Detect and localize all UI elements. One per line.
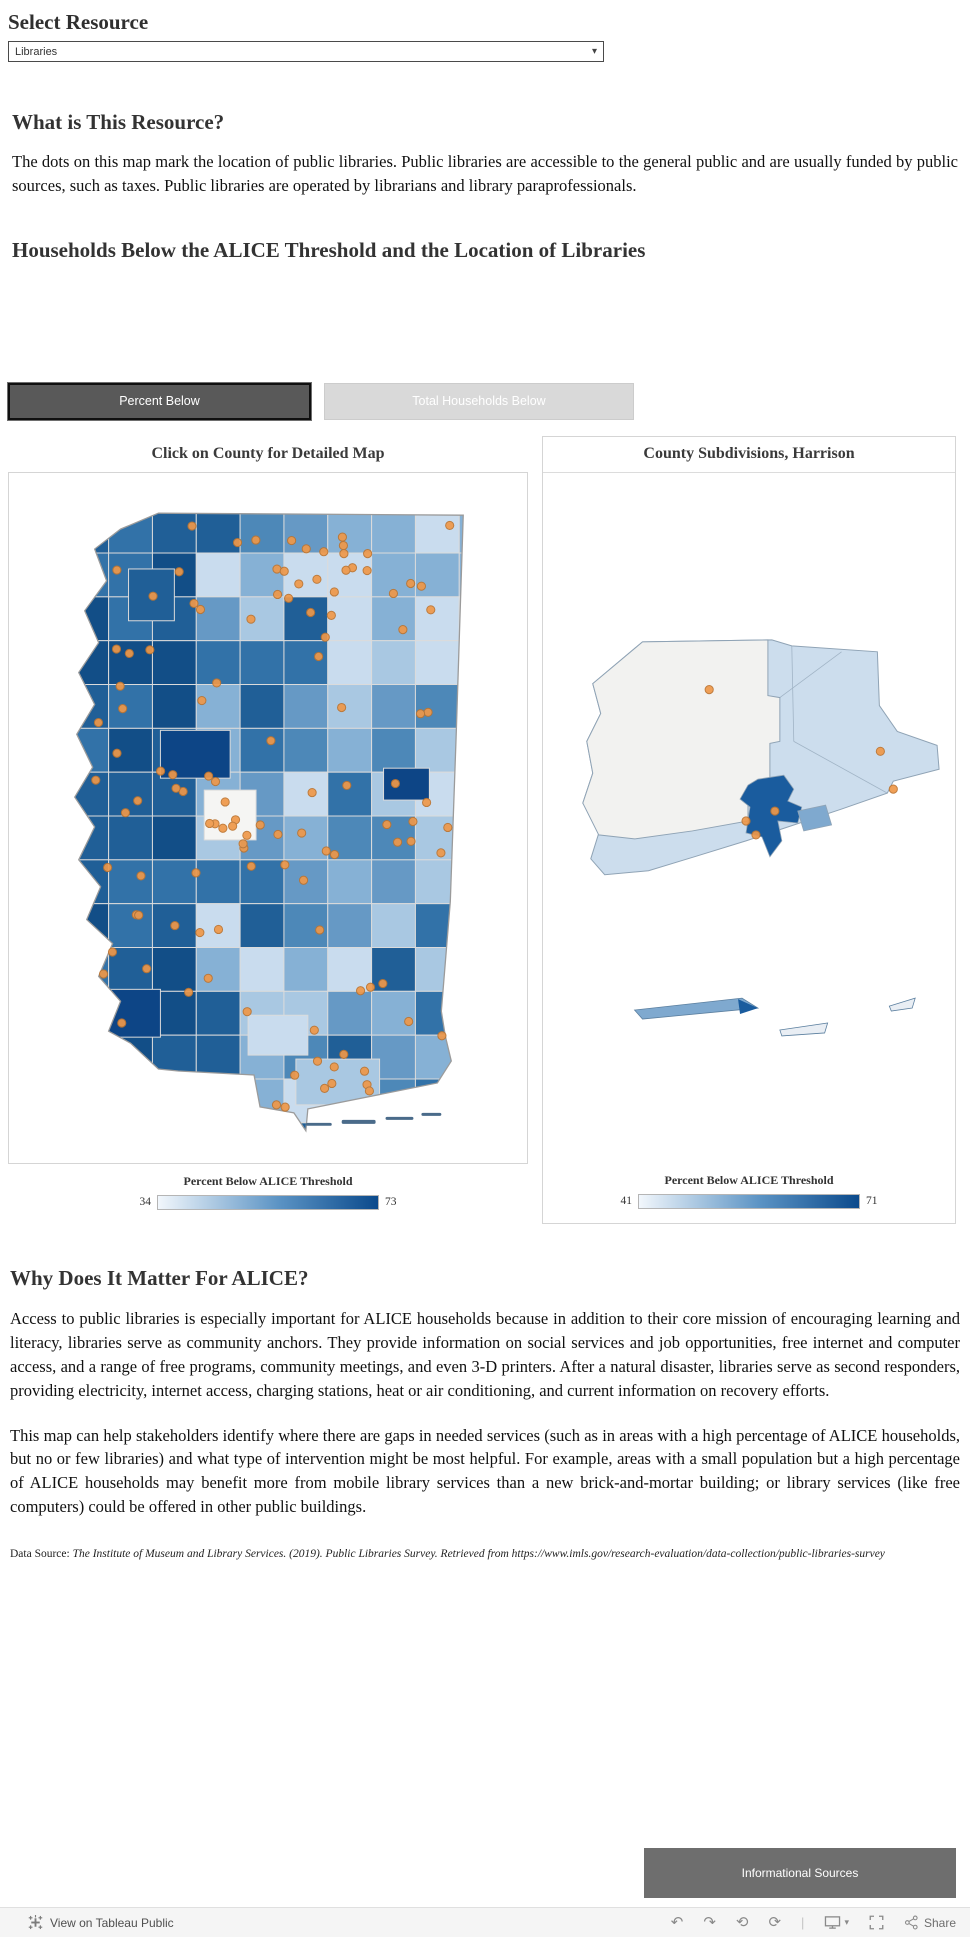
data-source-citation: Data Source: The Institute of Museum and… xyxy=(10,1546,958,1562)
share-icon xyxy=(904,1915,918,1930)
state-map-panel: Click on County for Detailed Map Percent… xyxy=(8,436,528,1210)
legend-title: Percent Below ALICE Threshold xyxy=(664,1172,834,1187)
total-households-button[interactable]: Total Households Below xyxy=(324,382,634,420)
why-paragraph-1: Access to public libraries is especially… xyxy=(10,1308,960,1400)
percent-below-button[interactable]: Percent Below xyxy=(7,381,312,421)
data-source-prefix: Data Source: xyxy=(10,1548,73,1561)
redo-icon[interactable]: ↷ xyxy=(703,1913,716,1931)
what-is-body: The dots on this map mark the location o… xyxy=(12,152,958,195)
subdivision-map-title: County Subdivisions, Harrison xyxy=(543,437,955,473)
fullscreen-icon xyxy=(869,1915,884,1930)
chevron-down-icon: ▾ xyxy=(844,1917,849,1928)
why-matter-heading: Why Does It Matter For ALICE? xyxy=(10,1265,309,1290)
legend-gradient-bar xyxy=(157,1194,379,1210)
what-is-heading: What is This Resource? xyxy=(12,110,225,134)
state-map-title: Click on County for Detailed Map xyxy=(151,444,385,462)
share-button[interactable]: Share xyxy=(904,1915,956,1930)
county-subdivision-panel: County Subdivisions, Harrison Percent Be… xyxy=(542,435,956,1224)
tableau-toolbar: View on Tableau Public ↶ ↷ ⟲ ⟳ | ▾ xyxy=(0,1907,970,1937)
toolbar-actions: ↶ ↷ ⟲ ⟳ | ▾ xyxy=(670,1913,956,1931)
revert-icon[interactable]: ⟲ xyxy=(735,1913,749,1931)
share-label: Share xyxy=(923,1915,956,1930)
subdivision-map-legend: Percent Below ALICE Threshold 41 71 xyxy=(543,1173,955,1223)
legend-title: Percent Below ALICE Threshold xyxy=(183,1173,353,1188)
map-section-heading: Households Below the ALICE Threshold and… xyxy=(12,237,646,262)
mississippi-map-svg[interactable] xyxy=(9,473,527,1163)
view-on-tableau-label: View on Tableau Public xyxy=(50,1915,174,1930)
harrison-map-svg[interactable] xyxy=(543,473,955,1163)
device-monitor-icon xyxy=(825,1916,841,1929)
tableau-logo-icon xyxy=(28,1915,43,1930)
legend-max: 73 xyxy=(385,1196,397,1209)
data-source-text: The Institute of Museum and Library Serv… xyxy=(72,1548,885,1561)
view-on-tableau-link[interactable]: View on Tableau Public xyxy=(28,1915,174,1930)
map-toggle-group: Percent Below Total Households Below xyxy=(7,381,970,421)
state-map-legend: Percent Below ALICE Threshold 34 73 xyxy=(8,1174,528,1210)
refresh-icon[interactable]: ⟳ xyxy=(768,1913,782,1931)
legend-gradient-bar xyxy=(638,1193,860,1209)
harrison-subdivision-map[interactable] xyxy=(543,473,955,1163)
legend-max: 71 xyxy=(866,1195,878,1208)
mississippi-choropleth-map[interactable] xyxy=(8,471,528,1164)
resource-dropdown[interactable]: Libraries ▾ xyxy=(8,41,604,62)
chevron-down-icon: ▾ xyxy=(591,46,597,57)
legend-min: 34 xyxy=(139,1196,152,1209)
device-layouts-button[interactable]: ▾ xyxy=(824,1915,849,1930)
legend-min: 41 xyxy=(620,1195,633,1208)
select-resource-heading: Select Resource xyxy=(8,10,149,34)
fullscreen-button[interactable] xyxy=(869,1915,884,1930)
toolbar-separator: | xyxy=(801,1915,805,1930)
maps-row: Click on County for Detailed Map Percent… xyxy=(8,435,970,1224)
resource-dropdown-value: Libraries xyxy=(15,45,58,58)
informational-sources-button[interactable]: Informational Sources xyxy=(644,1848,956,1898)
undo-icon[interactable]: ↶ xyxy=(670,1913,684,1931)
why-paragraph-2: This map can help stakeholders identify … xyxy=(10,1425,960,1517)
